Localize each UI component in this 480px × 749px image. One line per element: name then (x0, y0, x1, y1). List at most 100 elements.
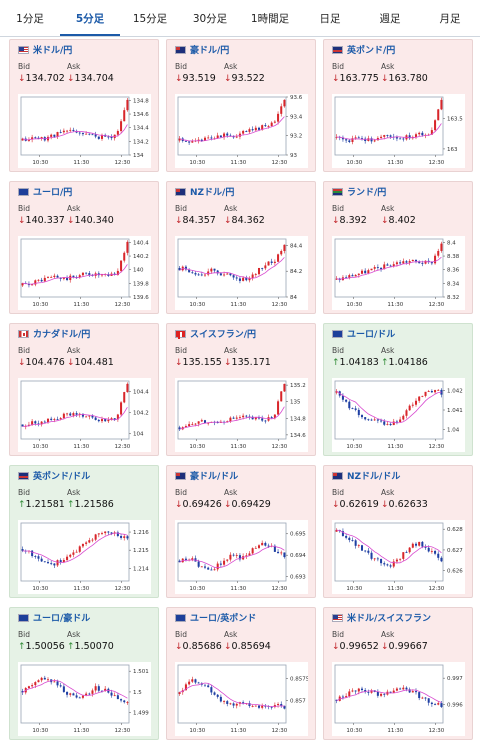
candle (261, 125, 264, 130)
card-title: 英ポンド/円 (332, 43, 395, 56)
mini-chart[interactable]: 93.6 93.4 93.2 93 10:30 11:30 12:30 (175, 94, 308, 168)
rate-card[interactable]: ユーロ/豪ドル Bid Ask ↑1.50056 ↑1.50070 1.501 1… (9, 607, 159, 740)
candle (75, 413, 78, 415)
candle (341, 696, 344, 698)
x-tick-label: 10:30 (32, 728, 48, 734)
y-tick-label: 8.32 (447, 295, 459, 301)
rate-card[interactable]: 英ポンド/円 Bid Ask ↓163.775 ↓163.780 163.5 16… (323, 39, 473, 172)
tab-7[interactable]: 月足 (439, 13, 461, 25)
candle (395, 262, 398, 265)
mini-chart[interactable]: 134.8 134.6 134.4 134.2 134 10:30 11:30 12:30 (18, 94, 151, 168)
rate-card[interactable]: カナダドル/円 Bid Ask ↓104.476 ↓104.481 104.4 1… (9, 323, 159, 456)
rate-card[interactable]: ランド/円 Bid Ask ↓8.392 ↓8.402 8.4 8.38 8.36 8… (323, 181, 473, 314)
candle (197, 421, 200, 424)
tab-1[interactable]: 5分足 (60, 2, 120, 36)
mini-chart[interactable]: 1.501 1.5 1.499 10:30 11:30 12:30 (18, 662, 151, 736)
ask-label: Ask (381, 346, 395, 355)
pair-name: カナダドル/円 (33, 330, 91, 340)
arrow-down-icon: ↓ (381, 216, 389, 226)
tab-3[interactable]: 30分足 (192, 13, 228, 25)
candle (203, 274, 207, 276)
rate-card[interactable]: 豪ドル/ドル Bid Ask ↓0.69426 ↓0.69429 0.695 0.… (166, 465, 316, 598)
mini-chart[interactable]: 104.4 104.2 104 10:30 11:30 12:30 (18, 378, 151, 452)
mini-chart[interactable]: 0.997 0.996 10:30 11:30 12:30 (332, 662, 465, 736)
candle (34, 421, 37, 424)
candle (229, 417, 232, 422)
candle (31, 421, 34, 425)
candle (123, 110, 126, 122)
candle (81, 695, 84, 698)
candle (430, 702, 433, 705)
rate-card[interactable]: 英ポンド/ドル Bid Ask ↑1.21581 ↑1.21586 1.216 1… (9, 465, 159, 598)
tab-2[interactable]: 15分足 (132, 13, 168, 25)
rate-card[interactable]: スイスフラン/円 Bid Ask ↓135.155 ↓135.171 135.2… (166, 323, 316, 456)
mini-chart[interactable]: 1.042 1.041 1.04 10:30 11:30 12:30 (332, 378, 465, 452)
card-title: ユーロ/ドル (332, 327, 395, 340)
candle (235, 277, 238, 279)
x-tick-label: 11:30 (230, 302, 246, 308)
rate-card[interactable]: 豪ドル/円 Bid Ask ↓93.519 ↓93.522 93.6 93.4 93… (166, 39, 316, 172)
arrow-down-icon: ↓ (18, 216, 26, 226)
candle (408, 405, 411, 411)
mini-chart[interactable]: 1.216 1.215 1.214 10:30 11:30 12:30 (18, 520, 151, 594)
candle (280, 391, 283, 402)
mini-chart[interactable]: 0.628 0.627 0.626 10:30 11:30 12:30 (332, 520, 465, 594)
candle (100, 419, 104, 422)
tab-4[interactable]: 1時間足 (250, 13, 290, 25)
candle (184, 266, 187, 270)
tab-5[interactable]: 日足 (319, 13, 341, 25)
rate-card[interactable]: ユーロ/英ポンド Bid Ask ↓0.85686 ↓0.85694 0.857… (166, 607, 316, 740)
candle (357, 545, 360, 547)
candle (40, 677, 43, 681)
candle (245, 415, 248, 417)
candle (389, 423, 392, 426)
plot-frame (334, 380, 444, 440)
y-tick-label: 134.6 (133, 112, 149, 118)
mini-chart[interactable]: 135.2 135 134.8 134.6 10:30 11:30 12:30 (175, 378, 308, 452)
candle (203, 566, 207, 568)
bid-label: Bid (18, 346, 30, 355)
candle (430, 391, 433, 393)
mini-chart[interactable]: 84.4 84.2 84 10:30 11:30 12:30 (175, 236, 308, 310)
tab-0[interactable]: 1分足 (16, 13, 44, 25)
rate-card[interactable]: 米ドル/円 Bid Ask ↓134.702 ↓134.704 134.8 134… (9, 39, 159, 172)
mini-chart[interactable]: 0.695 0.694 0.693 10:30 11:30 12:30 (175, 520, 308, 594)
mini-chart[interactable]: 0.8575 0.857 10:30 11:30 12:30 (175, 662, 308, 736)
rate-card[interactable]: ユーロ/円 Bid Ask ↓140.337 ↓140.340 140.4 140… (9, 181, 159, 314)
candle (31, 284, 34, 286)
candle (270, 261, 273, 263)
candle (113, 418, 116, 420)
candle (85, 416, 88, 418)
x-tick-label: 11:30 (73, 586, 89, 592)
candle (405, 261, 408, 263)
candle (277, 113, 280, 122)
x-tick-label: 11:30 (230, 728, 246, 734)
candle (283, 705, 286, 709)
candlestick-chart: 84.4 84.2 84 10:30 11:30 12:30 (175, 236, 308, 310)
candle (216, 135, 219, 139)
candle (386, 423, 389, 425)
tab-6[interactable]: 週足 (379, 13, 401, 25)
candle (53, 419, 56, 420)
ask-value: ↓0.62633 (381, 499, 428, 510)
rate-card[interactable]: NZドル/ドル Bid Ask ↓0.62619 ↓0.62633 0.628 0… (323, 465, 473, 598)
x-tick-label: 10:30 (346, 160, 362, 166)
plot-frame (334, 522, 444, 582)
moving-average-line (22, 406, 128, 427)
candle (56, 275, 59, 278)
y-tick-label: 8.38 (447, 254, 460, 260)
candle (360, 688, 364, 690)
rate-card[interactable]: 米ドル/スイスフラン Bid Ask ↓0.99652 ↓0.99667 0.9… (323, 607, 473, 740)
candle (37, 137, 40, 139)
candle (210, 687, 213, 693)
candle (376, 558, 379, 560)
rate-card[interactable]: ユーロ/ドル Bid Ask ↑1.04183 ↑1.04186 1.042 1.… (323, 323, 473, 456)
rate-card[interactable]: NZドル/円 Bid Ask ↓84.357 ↓84.362 84.4 84.2 8… (166, 181, 316, 314)
mini-chart[interactable]: 8.4 8.38 8.36 8.34 8.32 10:30 11:30 12:30 (332, 236, 465, 310)
mini-chart[interactable]: 140.4 140.2 140 139.8 139.6 10:30 11:30 12:30 (18, 236, 151, 310)
gb-flag-icon (332, 45, 343, 54)
candle (120, 535, 123, 538)
candle (405, 552, 408, 553)
arrow-up-icon: ↑ (67, 642, 75, 652)
mini-chart[interactable]: 163.5 163 10:30 11:30 12:30 (332, 94, 465, 168)
